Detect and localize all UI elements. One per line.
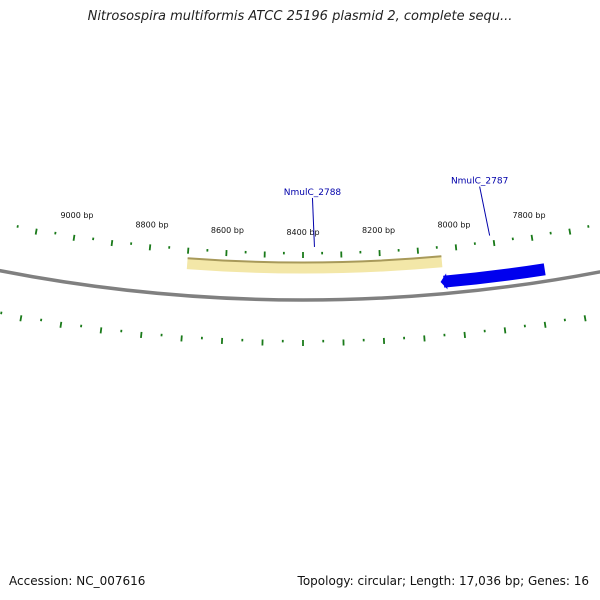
outer-tick bbox=[530, 234, 534, 241]
tick-label: 8400 bp bbox=[286, 228, 319, 237]
plasmid-backbone bbox=[0, 268, 600, 302]
accession-text: Accession: NC_007616 bbox=[9, 574, 146, 588]
outer-tick-ring bbox=[0, 221, 590, 258]
inner-tick bbox=[59, 321, 63, 328]
gene-label-group: NmulC_2787 NmulC_2788 bbox=[284, 177, 508, 247]
gene-reverse-body[interactable] bbox=[186, 256, 443, 274]
outer-tick bbox=[72, 234, 76, 241]
inner-tick bbox=[583, 315, 587, 322]
gene-reverse-edge bbox=[187, 255, 442, 264]
topology-summary: Topology: circular; Length: 17,036 bp; G… bbox=[297, 574, 589, 588]
inner-tick-ring bbox=[0, 311, 587, 346]
tick-label-group: 9000 bp 8800 bp 8600 bp 8400 bp 8200 bp 8000 … bbox=[60, 211, 545, 237]
outer-tick bbox=[110, 239, 114, 247]
inner-tick bbox=[463, 331, 466, 338]
inner-tick bbox=[19, 315, 23, 322]
outer-tick bbox=[454, 244, 458, 251]
gene-forward-body[interactable] bbox=[443, 263, 546, 288]
outer-tick bbox=[492, 239, 496, 247]
outer-tick bbox=[34, 228, 38, 235]
gene-track bbox=[186, 255, 546, 290]
tick-label: 7800 bp bbox=[512, 211, 545, 220]
inner-tick bbox=[140, 331, 143, 338]
gene-forward-arrowhead bbox=[440, 273, 448, 290]
outer-tick bbox=[568, 228, 572, 235]
gene-leader-line bbox=[311, 197, 315, 247]
tick-label: 8000 bp bbox=[437, 220, 470, 229]
map-title: Nitrosospira multiformis ATCC 25196 plas… bbox=[87, 9, 513, 24]
inner-tick bbox=[503, 327, 507, 334]
tick-label: 9000 bp bbox=[60, 211, 93, 220]
tick-label: 8600 bp bbox=[211, 226, 244, 235]
inner-tick bbox=[543, 321, 547, 328]
gene-label[interactable]: NmulC_2787 bbox=[451, 177, 508, 187]
gene-label[interactable]: NmulC_2788 bbox=[284, 188, 342, 198]
tick-label: 8800 bp bbox=[135, 220, 168, 229]
gene-leader-line bbox=[479, 186, 491, 236]
tick-label: 8200 bp bbox=[362, 226, 395, 235]
inner-tick bbox=[99, 327, 103, 334]
outer-tick bbox=[148, 244, 152, 251]
